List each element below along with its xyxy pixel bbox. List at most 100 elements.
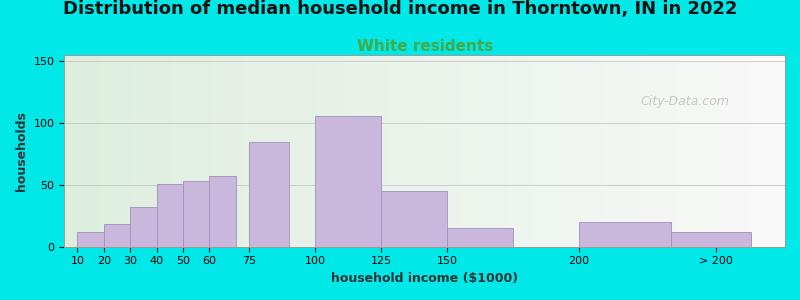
Bar [706, 55, 710, 247]
Bar [202, 55, 206, 247]
Bar [274, 55, 278, 247]
Bar [356, 55, 361, 247]
Bar [558, 55, 563, 247]
Bar [249, 142, 289, 247]
Title: White residents: White residents [357, 39, 493, 54]
Bar [410, 55, 415, 247]
Bar [315, 116, 381, 247]
Bar [248, 55, 253, 247]
Bar [731, 55, 736, 247]
Bar [288, 55, 293, 247]
Bar [71, 55, 77, 247]
Bar [439, 55, 444, 247]
Bar [478, 55, 484, 247]
Bar [738, 55, 743, 247]
Bar [468, 55, 473, 247]
Bar [150, 55, 156, 247]
Bar [331, 55, 336, 247]
Bar [662, 55, 667, 247]
X-axis label: household income ($1000): household income ($1000) [331, 272, 518, 285]
Bar [507, 55, 513, 247]
Bar [594, 55, 599, 247]
Bar [295, 55, 300, 247]
Bar [363, 55, 368, 247]
Bar [382, 55, 386, 247]
Bar [579, 222, 671, 247]
Bar [234, 55, 238, 247]
Bar [403, 55, 408, 247]
Bar [255, 55, 260, 247]
Bar [666, 55, 671, 247]
Bar [659, 55, 664, 247]
Bar [634, 55, 638, 247]
Bar [702, 55, 707, 247]
Bar [677, 55, 682, 247]
Bar [562, 55, 566, 247]
Bar [770, 55, 775, 247]
Bar [641, 55, 646, 247]
Bar [454, 55, 458, 247]
Bar [198, 55, 202, 247]
Bar [165, 55, 170, 247]
Bar [209, 55, 214, 247]
Bar [554, 55, 559, 247]
Bar [612, 55, 617, 247]
Bar [179, 55, 185, 247]
Bar [172, 55, 178, 247]
Bar [126, 55, 130, 247]
Bar [550, 55, 556, 247]
Bar [219, 55, 224, 247]
Bar [241, 55, 246, 247]
Bar [778, 55, 782, 247]
Bar [698, 55, 703, 247]
Bar [104, 224, 130, 247]
Bar [684, 55, 689, 247]
Bar [493, 55, 498, 247]
Bar [767, 55, 772, 247]
Bar [670, 55, 674, 247]
Bar [130, 207, 157, 247]
Bar [378, 55, 382, 247]
Bar [205, 55, 210, 247]
Bar [327, 55, 332, 247]
Bar [425, 55, 430, 247]
Bar [169, 55, 174, 247]
Bar [157, 184, 183, 247]
Bar [140, 55, 145, 247]
Bar [522, 55, 527, 247]
Bar [605, 55, 610, 247]
Bar [317, 55, 322, 247]
Bar [576, 55, 581, 247]
Bar [756, 55, 761, 247]
Bar [471, 55, 477, 247]
Bar [742, 55, 746, 247]
Bar [360, 55, 365, 247]
Bar [367, 55, 372, 247]
Bar [194, 55, 199, 247]
Bar [572, 55, 578, 247]
Bar [406, 55, 411, 247]
Bar [536, 55, 542, 247]
Bar [587, 55, 592, 247]
Bar [158, 55, 163, 247]
Bar [638, 55, 642, 247]
Bar [342, 55, 346, 247]
Bar [334, 55, 339, 247]
Bar [418, 55, 422, 247]
Bar [590, 55, 595, 247]
Bar [320, 55, 325, 247]
Bar [86, 55, 91, 247]
Bar [266, 55, 271, 247]
Bar [392, 55, 397, 247]
Bar [446, 55, 451, 247]
Bar [122, 55, 127, 247]
Bar [447, 228, 513, 247]
Bar [107, 55, 113, 247]
Bar [338, 55, 343, 247]
Bar [118, 55, 123, 247]
Bar [602, 55, 606, 247]
Bar [746, 55, 750, 247]
Bar [349, 55, 354, 247]
Bar [374, 55, 379, 247]
Bar [78, 55, 84, 247]
